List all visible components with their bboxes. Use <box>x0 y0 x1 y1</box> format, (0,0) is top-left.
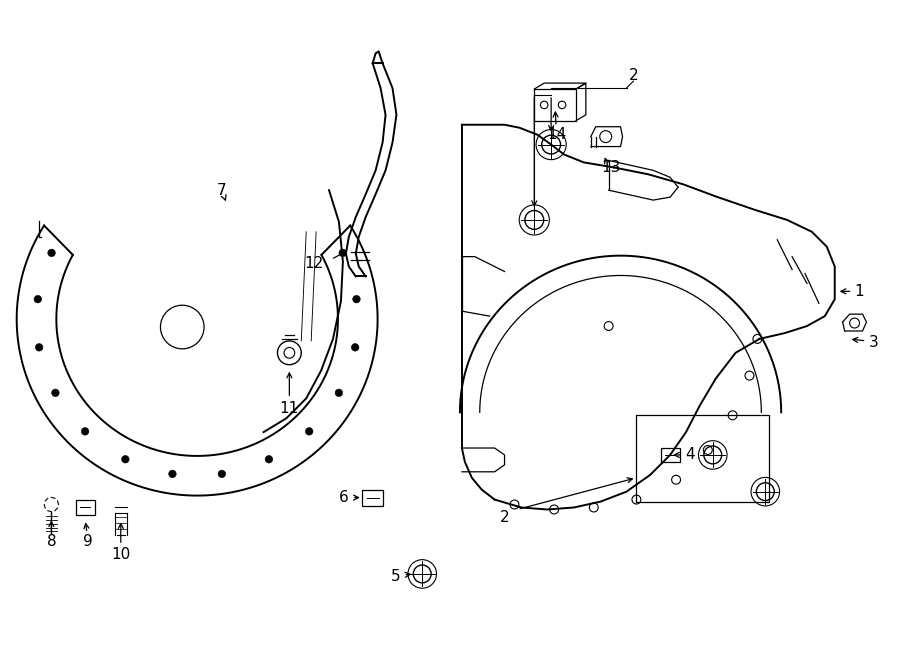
Circle shape <box>351 344 359 351</box>
Text: 11: 11 <box>280 401 299 416</box>
Text: 1: 1 <box>855 284 864 299</box>
Circle shape <box>48 249 55 256</box>
Circle shape <box>34 295 41 303</box>
Text: 10: 10 <box>112 547 130 562</box>
FancyBboxPatch shape <box>362 490 383 506</box>
Text: 4: 4 <box>685 447 695 463</box>
FancyBboxPatch shape <box>661 447 680 463</box>
Circle shape <box>335 389 343 397</box>
Text: 12: 12 <box>304 256 323 271</box>
Circle shape <box>353 295 360 303</box>
Text: 14: 14 <box>547 127 567 142</box>
Text: 2: 2 <box>500 510 509 525</box>
Text: 2: 2 <box>628 67 638 83</box>
Circle shape <box>81 428 89 435</box>
Text: 13: 13 <box>601 160 620 175</box>
Text: 6: 6 <box>339 490 349 505</box>
Circle shape <box>168 470 176 478</box>
Circle shape <box>122 455 129 463</box>
Circle shape <box>218 470 226 478</box>
Text: 8: 8 <box>47 533 56 549</box>
FancyBboxPatch shape <box>76 500 94 516</box>
Text: 9: 9 <box>83 533 93 549</box>
Circle shape <box>35 344 43 351</box>
Circle shape <box>51 389 59 397</box>
Circle shape <box>305 428 313 435</box>
Text: 3: 3 <box>868 335 878 350</box>
Text: 7: 7 <box>217 182 227 198</box>
Text: 5: 5 <box>391 569 401 584</box>
Circle shape <box>339 249 346 256</box>
Circle shape <box>266 455 273 463</box>
